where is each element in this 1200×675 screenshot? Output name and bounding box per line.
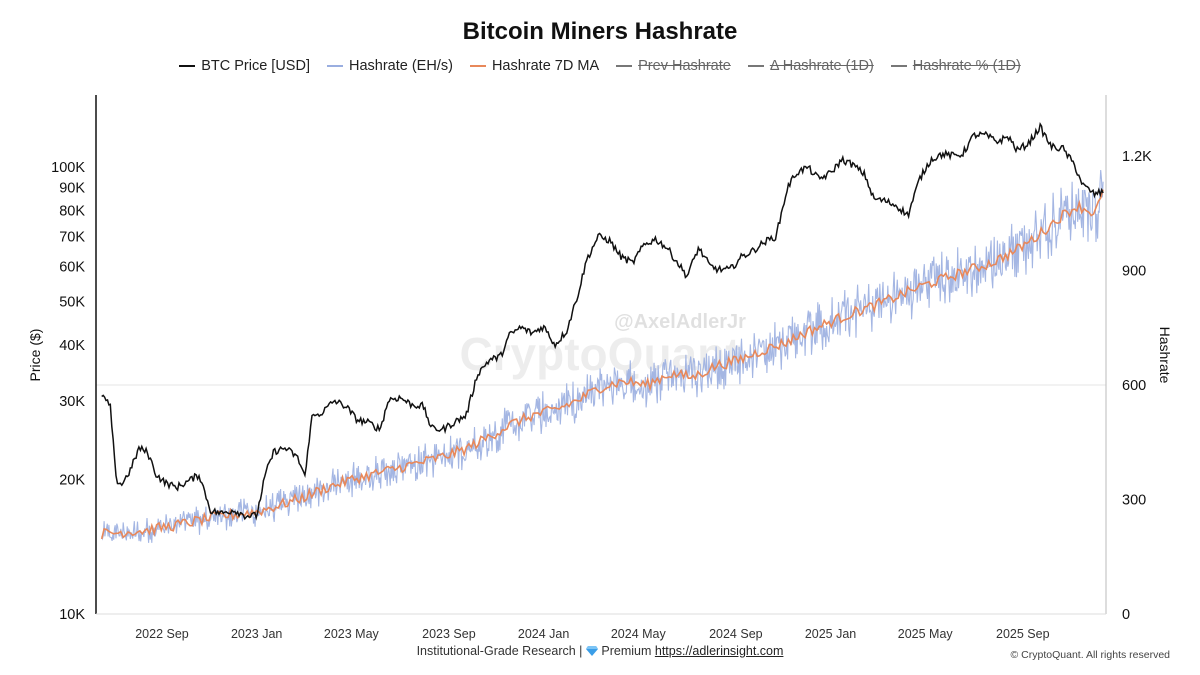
y-left-tick-label: 90K [59, 181, 85, 197]
x-tick-label: 2024 Sep [709, 627, 763, 641]
legend-item-btc-price[interactable]: BTC Price [USD] [179, 58, 310, 74]
legend-swatch-hashrate-pct [890, 65, 907, 67]
legend-item-hashrate[interactable]: Hashrate (EH/s) [326, 58, 453, 74]
watermark-author: @AxelAdlerJr [614, 311, 746, 333]
y-left-tick-label: 40K [59, 338, 85, 354]
hashrate-7d-ma-line [100, 189, 1104, 540]
y-axis-right-label: Hashrate [1157, 327, 1173, 384]
footer-text: Institutional-Grade Research | [416, 644, 586, 658]
legend-label-btc-price: BTC Price [USD] [201, 58, 310, 74]
x-tick-label: 2023 Sep [422, 627, 476, 641]
y-left-tick-label: 10K [59, 607, 85, 623]
x-tick-label: 2023 May [324, 627, 380, 641]
y-left-tick-label: 70K [59, 229, 85, 245]
y-right-tick-label: 0 [1122, 607, 1130, 623]
x-tick-label: 2023 Jan [231, 627, 282, 641]
legend-swatch-hashrate-7d-ma [469, 65, 486, 67]
legend-item-delta-hashrate[interactable]: Δ Hashrate (1D) [747, 58, 874, 74]
legend-label-delta-hashrate: Δ Hashrate (1D) [769, 58, 874, 74]
btc-price-line [101, 121, 1104, 521]
y-left-tick-label: 100K [51, 160, 85, 176]
x-tick-label: 2022 Sep [135, 627, 189, 641]
legend-swatch-hashrate [326, 65, 343, 67]
copyright: © CryptoQuant. All rights reserved [1010, 649, 1170, 661]
y-left-tick-label: 80K [59, 203, 85, 219]
y-right-tick-label: 1.2K [1122, 149, 1152, 165]
x-tick-label: 2024 Jan [518, 627, 569, 641]
y-right-tick-label: 600 [1122, 378, 1146, 394]
x-tick-label: 2025 Sep [996, 627, 1050, 641]
y-left-tick-label: 60K [59, 259, 85, 275]
footer-link[interactable]: https://adlerinsight.com [654, 644, 784, 658]
y-left-tick-label: 50K [59, 295, 85, 311]
legend-label-hashrate-pct: Hashrate % (1D) [912, 58, 1021, 74]
legend-label-hashrate: Hashrate (EH/s) [348, 58, 453, 74]
legend-swatch-btc-price [179, 65, 196, 67]
y-right-tick-label: 900 [1122, 264, 1146, 280]
y-axis-left-label: Price ($) [27, 329, 43, 382]
footer-premium: Premium [601, 644, 652, 658]
diamond-icon [585, 646, 598, 656]
axes-layer: 10K 20K 30K 40K 50K 60K 70K 80K 90K 100K 0 300 600 90… [51, 95, 1152, 641]
x-tick-label: 2025 Jan [805, 627, 856, 641]
y-right-tick-label: 300 [1122, 493, 1146, 509]
legend-label-hashrate-7d-ma: Hashrate 7D MA [491, 58, 600, 74]
legend-swatch-prev-hashrate [616, 65, 633, 67]
legend-label-prev-hashrate: Prev Hashrate [638, 58, 731, 74]
chart-title: Bitcoin Miners Hashrate [462, 18, 738, 45]
footer: Institutional-Grade Research | Premium h… [0, 644, 1200, 658]
legend-swatch-delta-hashrate [747, 65, 764, 67]
legend: BTC Price [USD] Hashrate (EH/s) Hashrate… [0, 58, 1200, 74]
legend-item-hashrate-7d-ma[interactable]: Hashrate 7D MA [469, 58, 600, 74]
x-tick-label: 2024 May [611, 627, 667, 641]
hashrate-line [101, 169, 1104, 543]
y-left-tick-label: 20K [59, 472, 85, 488]
legend-item-hashrate-pct[interactable]: Hashrate % (1D) [890, 58, 1021, 74]
legend-item-prev-hashrate[interactable]: Prev Hashrate [616, 58, 731, 74]
x-tick-label: 2025 May [898, 627, 954, 641]
y-left-tick-label: 30K [59, 394, 85, 410]
series-layer [100, 121, 1104, 543]
